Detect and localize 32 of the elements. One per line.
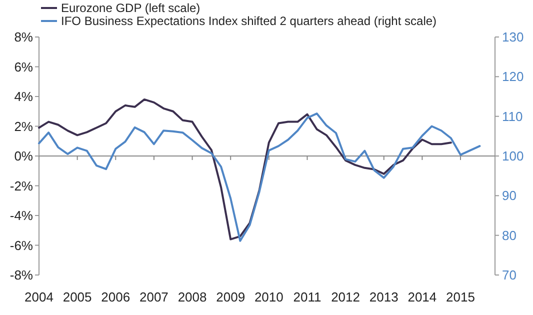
x-tick-label: 2012 <box>331 290 360 305</box>
line-series <box>38 98 452 240</box>
x-tick-label: 2011 <box>293 290 322 305</box>
y2-tick-label: 100 <box>502 148 524 164</box>
y-tick-label: 8% <box>14 30 34 45</box>
x-tick-label: 2007 <box>139 290 168 305</box>
x-tick-label: 2005 <box>62 290 92 305</box>
y-tick-label: 0% <box>14 148 34 164</box>
y2-tick-label: 80 <box>502 228 516 243</box>
x-tick-label: 2009 <box>216 290 246 305</box>
x-tick-label: 2006 <box>101 290 130 305</box>
legend-label: Eurozone GDP (left scale) <box>61 1 200 16</box>
y2-tick-label: 90 <box>502 188 516 204</box>
y-tick-label: -6% <box>10 238 34 253</box>
x-tick-label: 2014 <box>408 290 437 305</box>
y-tick-label: -2% <box>10 178 34 194</box>
y2-tick-label: 70 <box>502 268 516 283</box>
y-tick-label: 4% <box>14 89 34 104</box>
x-tick-label: 2004 <box>24 290 54 305</box>
y2-tick-label: 110 <box>502 108 523 124</box>
line-series <box>38 112 481 242</box>
y-tick-label: 2% <box>14 118 34 134</box>
legend-label: IFO Business Expectations Index shifted 2 quarters ahead (right scale) <box>61 14 437 28</box>
y2-tick-label: 120 <box>502 69 524 84</box>
x-tick-label: 2013 <box>369 290 398 305</box>
y-tick-label: -4% <box>10 208 34 224</box>
x-tick-label: 2010 <box>254 290 284 305</box>
x-tick-label: 2015 <box>446 290 475 305</box>
y-tick-label: -8% <box>10 268 34 283</box>
y-tick-label: 6% <box>14 59 34 74</box>
y2-tick-label: 130 <box>502 30 524 45</box>
x-tick-label: 2008 <box>178 290 207 305</box>
